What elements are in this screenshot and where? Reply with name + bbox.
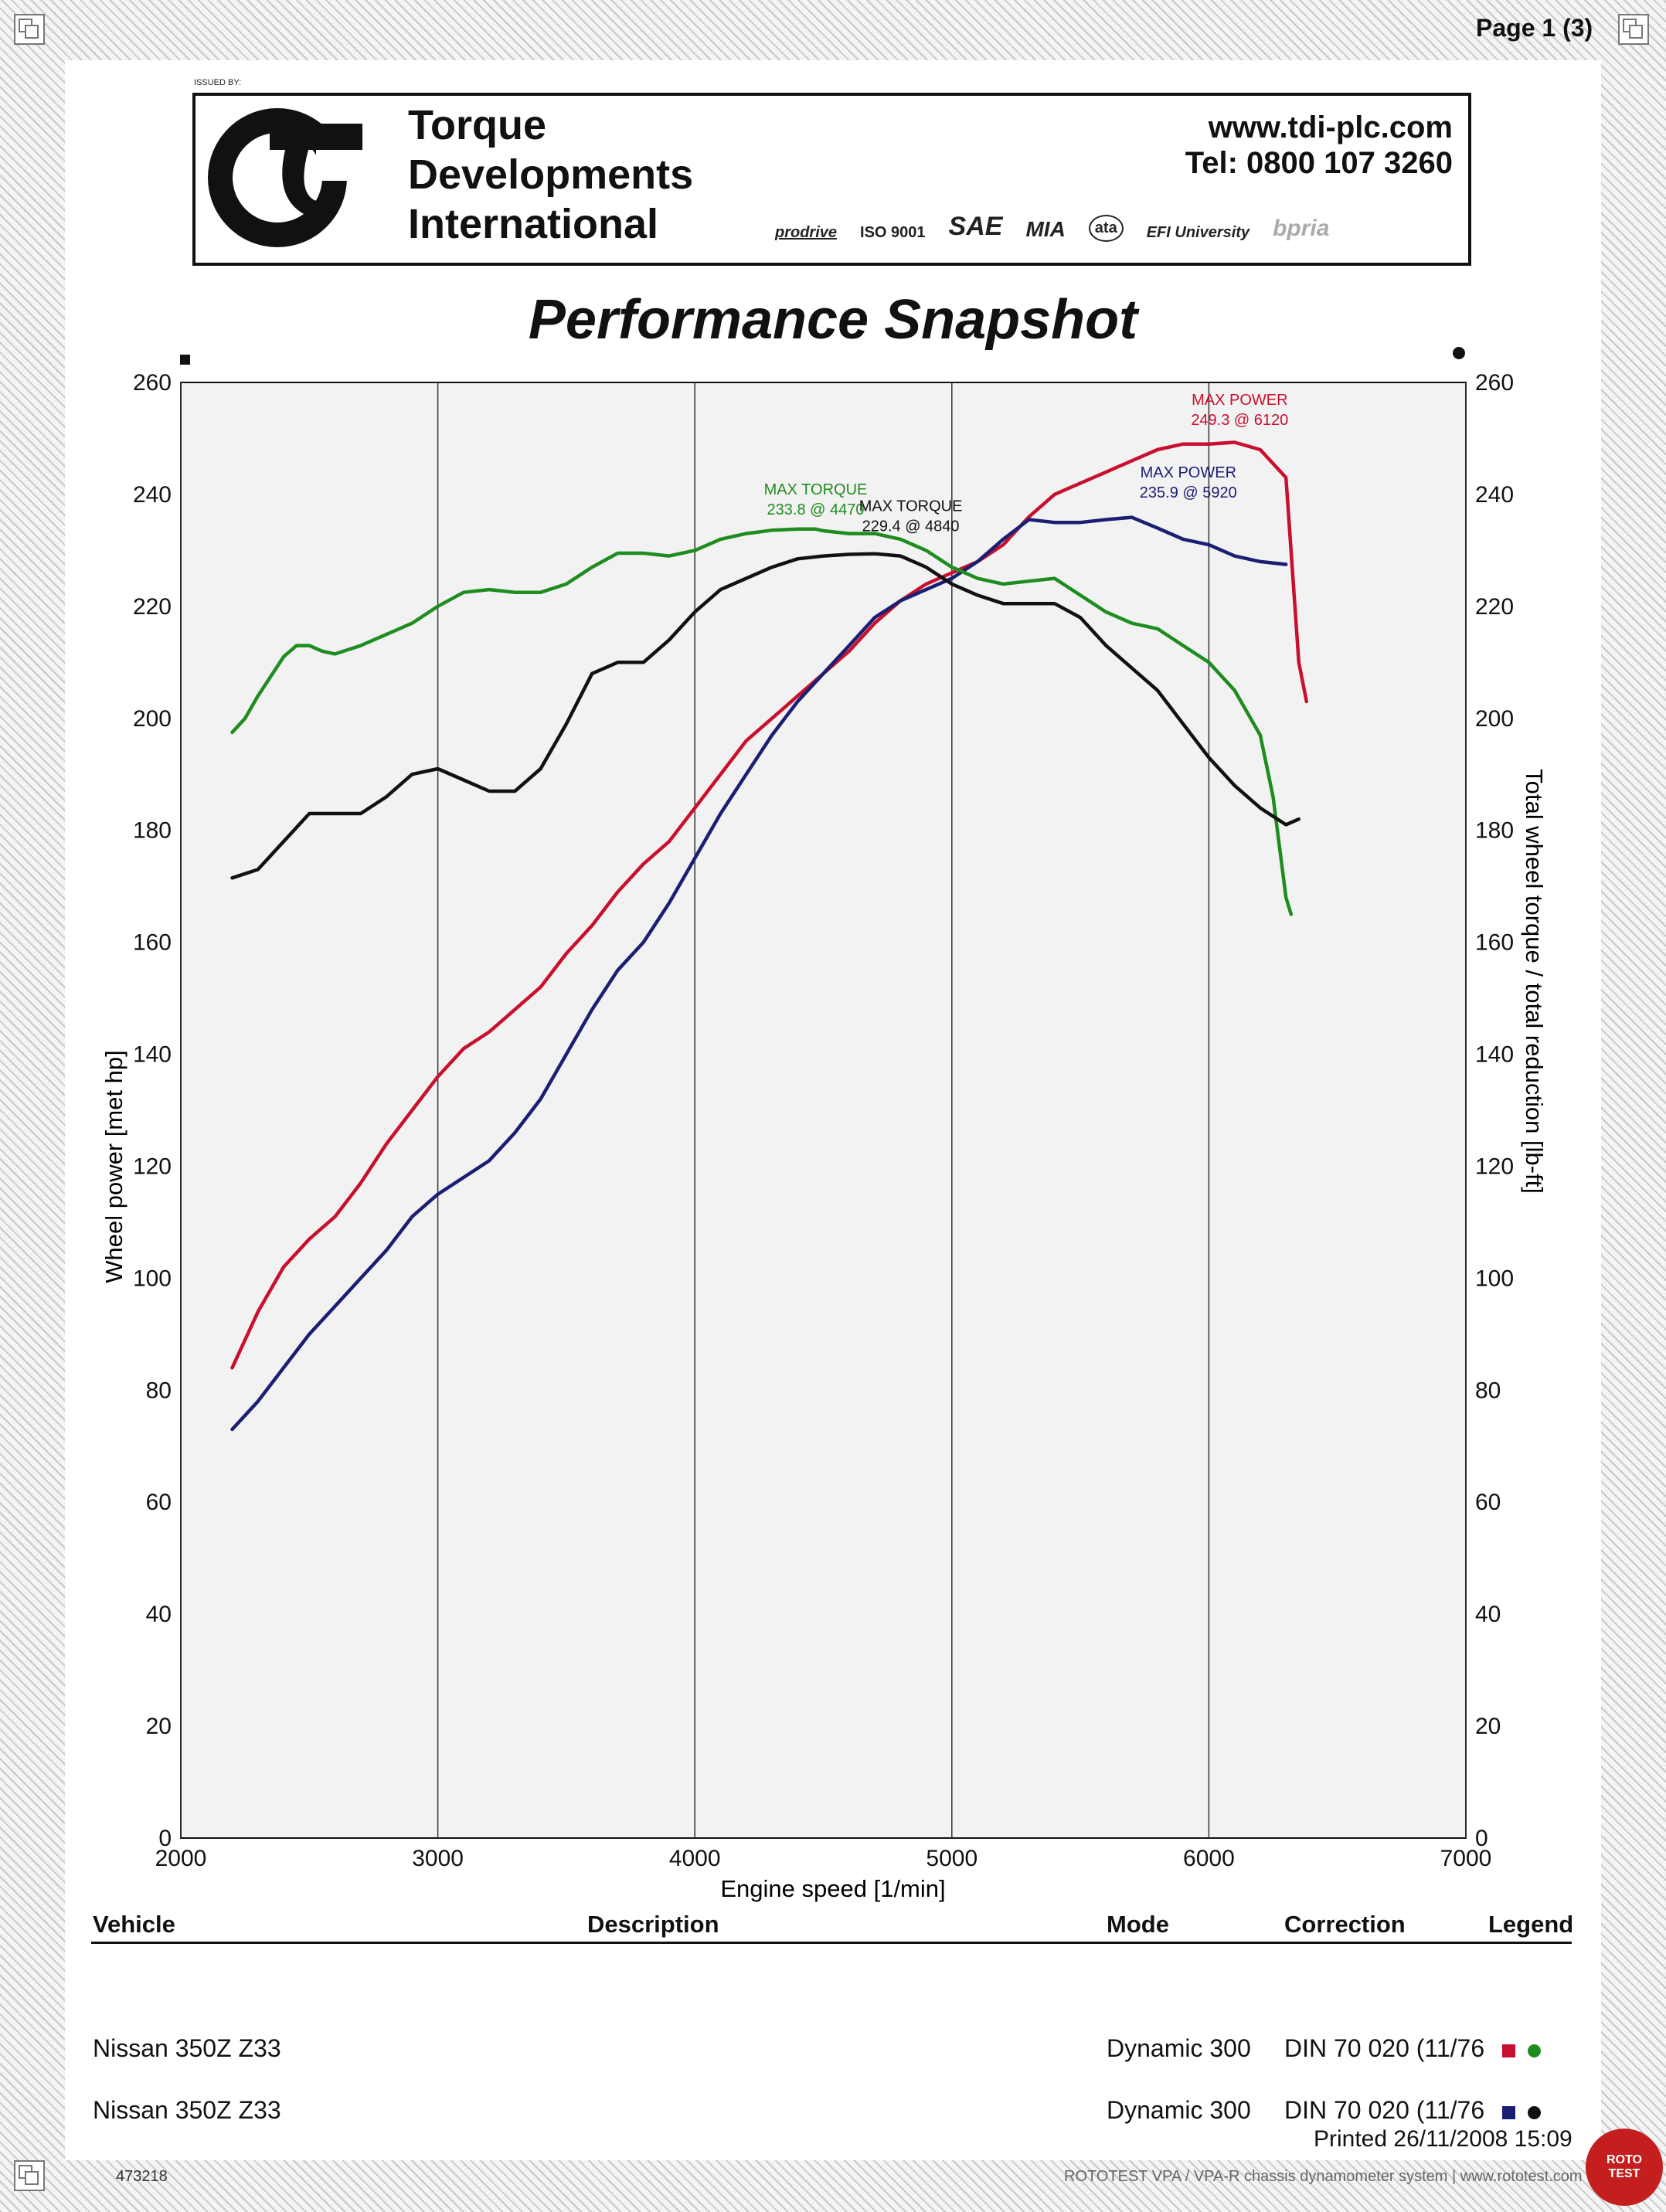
col-header-legend: Legend	[1488, 1911, 1573, 1938]
annotation-value: 233.8 @ 4470	[767, 501, 865, 518]
annotation-value: 229.4 @ 4840	[862, 518, 960, 535]
y-tick-label-left: 160	[133, 930, 172, 956]
y-tick-label-right: 100	[1475, 1266, 1514, 1291]
y-tick-label-left: 80	[146, 1378, 172, 1403]
vehicle-cell: Nissan 350Z Z33	[93, 2034, 281, 2063]
x-tick-label: 5000	[926, 1846, 978, 1871]
y-tick-label-right: 80	[1475, 1378, 1501, 1403]
report-id: 473218	[116, 2168, 168, 2186]
y-tick-label-left: 180	[133, 818, 172, 844]
chart-corner-marker	[1453, 347, 1465, 359]
annotation-label: MAX TORQUE	[764, 481, 868, 498]
y-tick-label-left: 140	[133, 1042, 172, 1068]
annotation-label: MAX POWER	[1141, 464, 1236, 481]
annotation-value: 249.3 @ 6120	[1191, 412, 1288, 429]
chart-plot-area	[181, 382, 1466, 1838]
y-tick-label-right: 40	[1475, 1602, 1501, 1627]
vehicle-cell: Nissan 350Z Z33	[93, 2096, 281, 2125]
legend-square-navy	[1502, 2106, 1515, 2119]
y-axis-right-label: Total wheel torque / total reduction [lb…	[1520, 769, 1548, 1194]
y-tick-label-left: 200	[133, 706, 172, 732]
y-axis-left-label: Wheel power [met hp]	[100, 1050, 128, 1283]
col-header-mode: Mode	[1107, 1911, 1169, 1938]
y-tick-label-left: 260	[133, 370, 172, 396]
y-tick-label-right: 20	[1475, 1714, 1501, 1739]
y-tick-label-left: 0	[158, 1826, 172, 1851]
system-credit: ROTOTEST VPA / VPA-R chassis dynamometer…	[1064, 2168, 1583, 2186]
col-header-description: Description	[587, 1911, 719, 1938]
correction-cell: DIN 70 020 (11/76	[1284, 2096, 1484, 2125]
annotation-value: 235.9 @ 5920	[1140, 484, 1237, 501]
y-tick-label-right: 140	[1475, 1042, 1514, 1068]
mode-cell: Dynamic 300	[1107, 2096, 1251, 2125]
y-tick-label-right: 60	[1475, 1490, 1501, 1515]
mode-cell: Dynamic 300	[1107, 2034, 1251, 2063]
col-header-correction: Correction	[1284, 1911, 1406, 1938]
y-tick-label-right: 200	[1475, 706, 1514, 732]
col-header-vehicle: Vehicle	[93, 1911, 175, 1938]
x-tick-label: 4000	[669, 1846, 721, 1871]
y-tick-label-right: 220	[1475, 594, 1514, 620]
printed-timestamp: Printed 26/11/2008 15:09	[1314, 2126, 1572, 2153]
chart-corner-marker	[180, 355, 190, 365]
y-tick-label-left: 60	[146, 1490, 172, 1515]
y-tick-label-left: 40	[146, 1602, 172, 1627]
table-header-rule	[91, 1942, 1572, 1944]
correction-cell: DIN 70 020 (11/76	[1284, 2034, 1484, 2063]
legend-square-red	[1502, 2044, 1515, 2057]
y-tick-label-left: 120	[133, 1154, 172, 1179]
y-tick-label-right: 0	[1475, 1826, 1488, 1851]
corner-icon-bottom-left	[14, 2160, 45, 2191]
y-tick-label-left: 240	[133, 482, 172, 508]
x-axis-label: Engine speed [1/min]	[0, 1875, 1666, 1903]
y-tick-label-right: 180	[1475, 818, 1514, 844]
x-tick-label: 6000	[1183, 1846, 1235, 1871]
y-tick-label-right: 160	[1475, 930, 1514, 956]
x-tick-label: 3000	[412, 1846, 464, 1871]
annotation-label: MAX TORQUE	[859, 498, 963, 515]
rototest-badge-icon: ROTO TEST	[1586, 2129, 1663, 2206]
y-tick-label-left: 100	[133, 1266, 172, 1291]
badge-text: TEST	[1609, 2167, 1640, 2181]
badge-text: ROTO	[1606, 2153, 1642, 2167]
legend-dot-black	[1528, 2106, 1541, 2119]
y-tick-label-right: 120	[1475, 1154, 1514, 1179]
y-tick-label-right: 260	[1475, 370, 1514, 396]
y-tick-label-left: 20	[146, 1714, 172, 1739]
legend-dot-green	[1528, 2044, 1541, 2057]
y-tick-label-left: 220	[133, 594, 172, 620]
annotation-label: MAX POWER	[1192, 392, 1287, 409]
y-tick-label-right: 240	[1475, 482, 1514, 508]
